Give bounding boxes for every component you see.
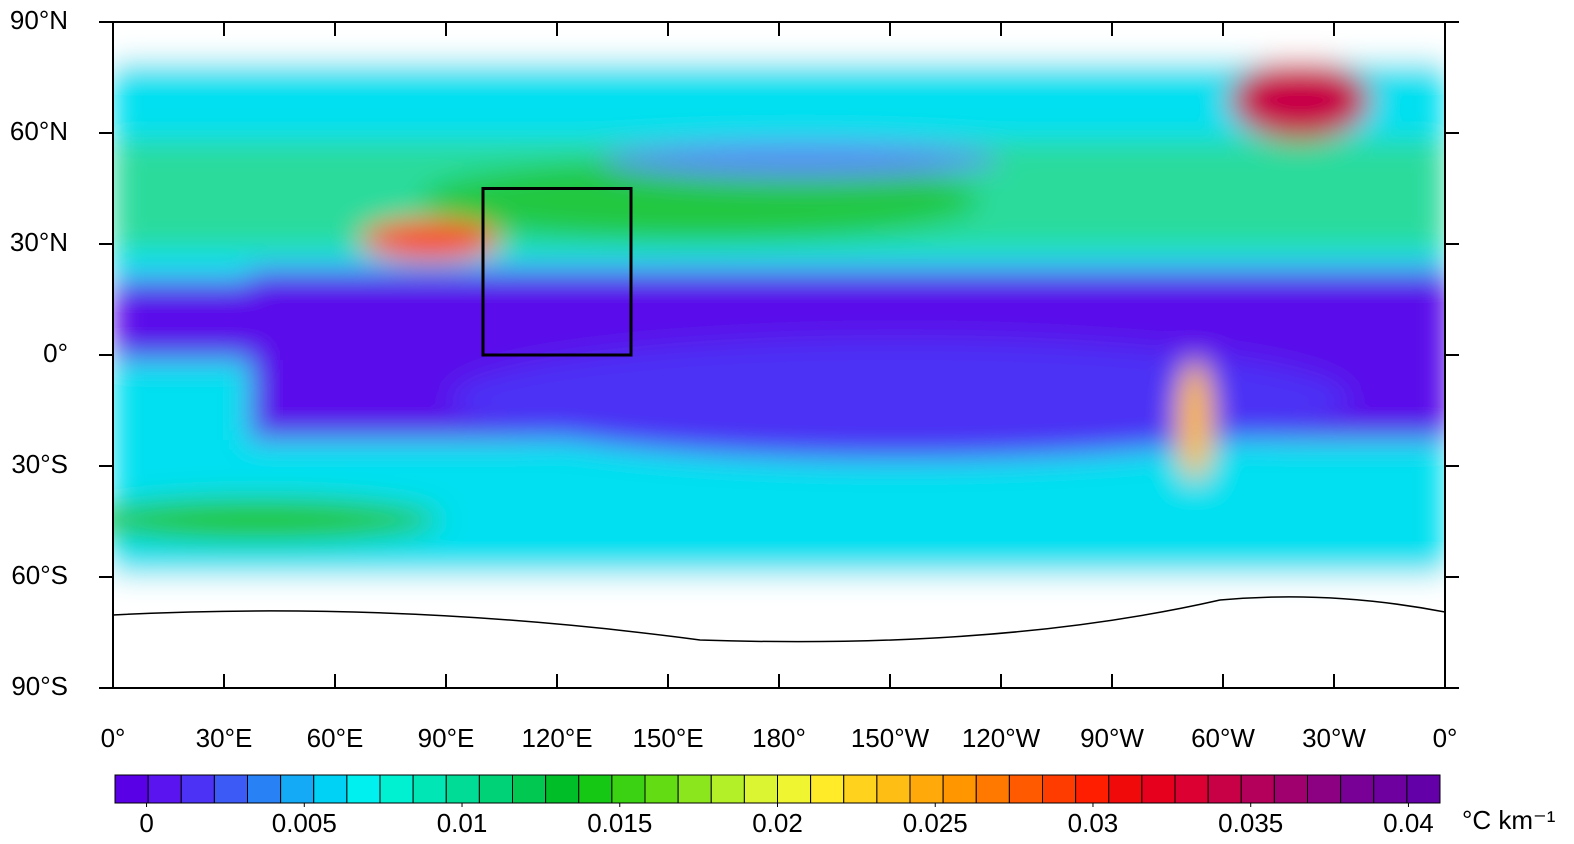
colorbar-swatch xyxy=(1075,774,1110,804)
colorbar-swatch xyxy=(346,774,381,804)
colorbar-swatch xyxy=(1240,774,1275,804)
colorbar-swatch xyxy=(611,774,646,804)
colorbar-swatch xyxy=(677,774,712,804)
colorbar-swatch xyxy=(1373,774,1408,804)
colorbar-swatch xyxy=(843,774,878,804)
x-tick-label: 90°E xyxy=(418,723,475,753)
x-tick-label: 30°E xyxy=(196,723,253,753)
colorbar-swatch xyxy=(280,774,315,804)
x-tick-label: 60°W xyxy=(1191,723,1255,753)
colorbar-swatch xyxy=(1406,774,1441,804)
colorbar-swatch xyxy=(114,774,149,804)
colorbar-swatch xyxy=(445,774,480,804)
y-tick-label: 60°N xyxy=(10,116,68,146)
colorbar-tick-label: 0.025 xyxy=(903,808,968,838)
y-tick-label: 60°S xyxy=(11,560,68,590)
x-tick-label: 30°W xyxy=(1302,723,1366,753)
y-tick-label: 90°N xyxy=(10,5,68,35)
x-tick-label: 180° xyxy=(752,723,806,753)
colorbar-swatch xyxy=(1340,774,1375,804)
colorbar-swatch xyxy=(1207,774,1242,804)
colorbar-swatch xyxy=(180,774,215,804)
colorbar-swatch xyxy=(876,774,911,804)
y-tick-label: 0° xyxy=(43,338,68,368)
colorbar-tick-label: 0.04 xyxy=(1383,808,1434,838)
colorbar-unit: °C km⁻¹ xyxy=(1462,805,1556,835)
colorbar-swatch xyxy=(247,774,282,804)
colorbar-swatch xyxy=(578,774,613,804)
colorbar-swatch xyxy=(909,774,944,804)
region-box xyxy=(481,187,633,357)
colorbar-swatch xyxy=(810,774,845,804)
y-tick-label: 90°S xyxy=(11,671,68,701)
colorbar-tick-label: 0.02 xyxy=(752,808,803,838)
colorbar-swatch xyxy=(512,774,547,804)
x-tick-label: 60°E xyxy=(307,723,364,753)
x-tick-label: 120°W xyxy=(962,723,1041,753)
colorbar-swatch xyxy=(942,774,977,804)
colorbar-swatch xyxy=(1008,774,1043,804)
x-tick-label: 0° xyxy=(101,723,126,753)
colorbar-swatch xyxy=(1273,774,1308,804)
colorbar-swatch xyxy=(743,774,778,804)
colorbar-tick-label: 0.01 xyxy=(437,808,488,838)
colorbar-swatch xyxy=(644,774,679,804)
colorbar-swatch xyxy=(710,774,745,804)
colorbar-swatch xyxy=(545,774,580,804)
x-tick-label: 120°E xyxy=(521,723,592,753)
colorbar-swatch xyxy=(213,774,248,804)
colorbar-swatch xyxy=(313,774,348,804)
x-tick-label: 90°W xyxy=(1080,723,1144,753)
colorbar-swatch xyxy=(975,774,1010,804)
y-tick-label: 30°N xyxy=(10,227,68,257)
colorbar-tick-label: 0.035 xyxy=(1218,808,1283,838)
colorbar-swatch xyxy=(777,774,812,804)
colorbar-swatch xyxy=(1174,774,1209,804)
colorbar-swatch xyxy=(412,774,447,804)
colorbar-swatch xyxy=(1307,774,1342,804)
x-tick-label: 150°W xyxy=(851,723,930,753)
colorbar-swatch xyxy=(147,774,182,804)
colorbar-swatch xyxy=(1042,774,1077,804)
colorbar-swatch xyxy=(1108,774,1143,804)
colorbar-tick-label: 0 xyxy=(139,808,153,838)
map-field xyxy=(113,22,1445,688)
colorbar-tick-label: 0.015 xyxy=(587,808,652,838)
colorbar-swatch xyxy=(379,774,414,804)
x-tick-label: 0° xyxy=(1433,723,1458,753)
colorbar-tick-label: 0.03 xyxy=(1068,808,1119,838)
colorbar-swatch xyxy=(1141,774,1176,804)
colorbar-tick-label: 0.005 xyxy=(272,808,337,838)
y-tick-label: 30°S xyxy=(11,449,68,479)
x-tick-label: 150°E xyxy=(632,723,703,753)
colorbar-swatch xyxy=(478,774,513,804)
